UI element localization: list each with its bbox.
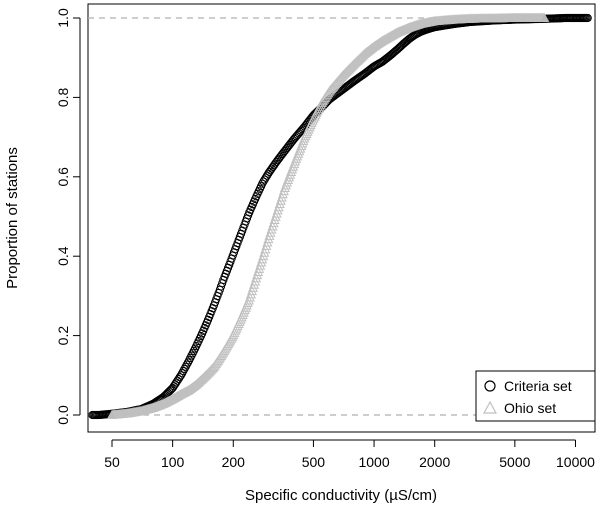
data-point — [275, 195, 286, 205]
data-point — [176, 371, 186, 380]
legend-marker-triangle — [482, 400, 498, 414]
data-point — [253, 266, 264, 276]
legend-marker-circle — [484, 380, 496, 392]
data-point — [583, 13, 592, 23]
data-point — [278, 185, 289, 196]
data-point — [272, 205, 283, 215]
data-point — [264, 230, 275, 240]
y-axis: 0.0 0.2 0.4 0.6 0.8 1.0 — [55, 8, 81, 425]
data-point — [248, 279, 260, 289]
x-tick-label: 5000 — [499, 454, 530, 470]
y-axis-label: Proportion of stations — [4, 147, 21, 289]
data-point — [273, 202, 284, 212]
data-point — [179, 367, 188, 376]
y-tick-label: 1.0 — [55, 8, 71, 28]
legend-label: Criteria set — [504, 378, 572, 394]
x-tick-label: 100 — [161, 454, 185, 470]
data-point — [265, 227, 276, 237]
x-tick-label: 2000 — [419, 454, 450, 470]
data-point — [277, 189, 288, 199]
data-point — [244, 292, 255, 302]
x-tick-label: 10000 — [556, 454, 595, 470]
data-point — [250, 276, 261, 286]
data-point — [181, 362, 190, 371]
data-point — [245, 289, 257, 299]
x-axis-label: Specific conductivity (µS/cm) — [245, 487, 437, 504]
data-point — [267, 221, 278, 231]
data-point — [180, 364, 189, 374]
data-point — [247, 282, 259, 292]
data-point — [255, 260, 266, 270]
data-point — [182, 360, 191, 369]
data-point — [243, 295, 254, 305]
data-point — [270, 211, 281, 221]
data-point — [177, 369, 187, 378]
data-point — [274, 198, 285, 208]
data-point — [271, 208, 282, 218]
data-point — [251, 273, 262, 283]
data-point — [246, 286, 258, 296]
y-tick-label: 0.8 — [55, 87, 71, 107]
y-tick-label: 0.2 — [55, 326, 71, 346]
y-tick-label: 0.0 — [55, 405, 71, 425]
legend: Criteria set Ohio set — [475, 370, 596, 422]
data-point — [269, 214, 280, 224]
data-point — [266, 224, 277, 234]
data-point — [539, 12, 550, 22]
series-layer — [88, 12, 592, 420]
plot-frame — [87, 3, 596, 433]
y-tick-label: 0.6 — [55, 167, 71, 187]
x-tick-label: 50 — [104, 454, 120, 470]
y-tick-label: 0.4 — [55, 246, 71, 266]
series-ohio-set — [106, 12, 550, 419]
data-point — [268, 218, 279, 228]
x-tick-label: 200 — [222, 454, 246, 470]
data-point — [254, 263, 265, 273]
legend-label: Ohio set — [504, 400, 556, 416]
data-point — [263, 234, 274, 244]
data-point — [258, 179, 267, 188]
x-tick-label: 500 — [302, 454, 326, 470]
x-axis: 50 100 200 500 1000 2000 5000 10000 — [104, 439, 595, 470]
data-point — [256, 257, 267, 267]
data-point — [276, 192, 287, 202]
data-point — [252, 270, 263, 280]
data-point — [175, 373, 184, 382]
x-tick-label: 1000 — [358, 454, 389, 470]
